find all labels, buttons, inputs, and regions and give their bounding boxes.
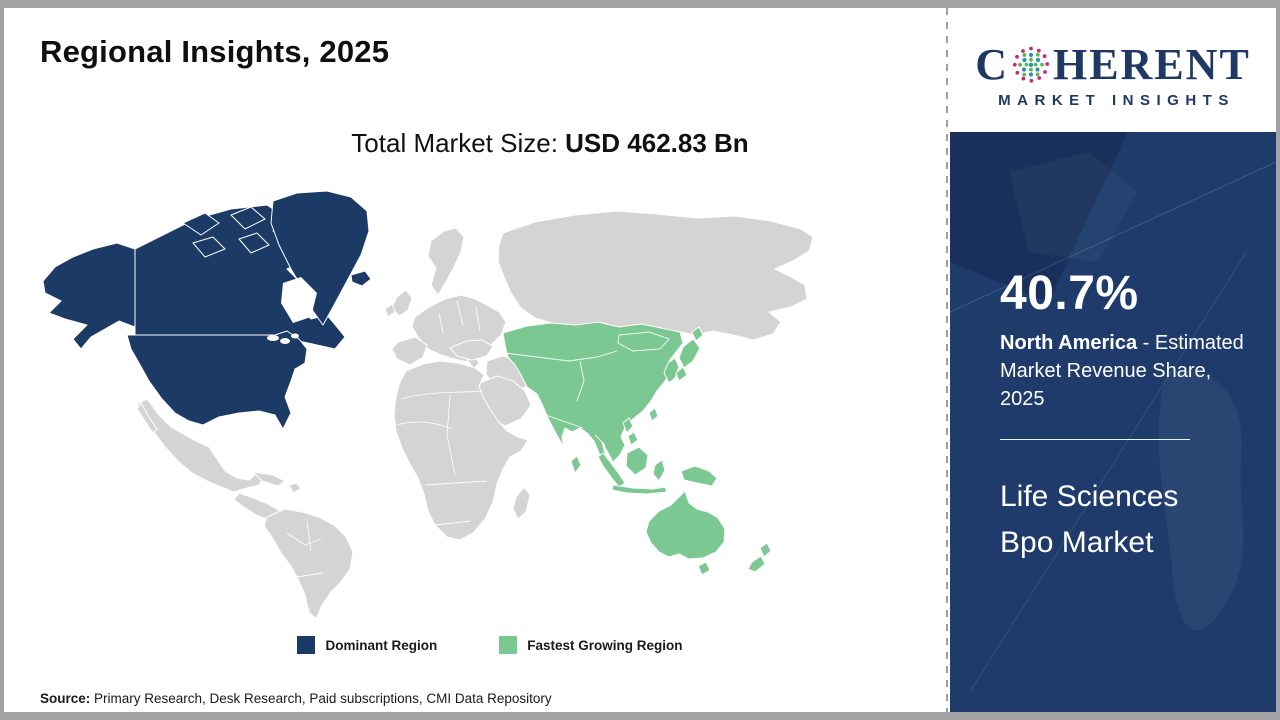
country-borders: [286, 300, 670, 578]
vertical-dashed-divider: [946, 8, 948, 712]
brand-letters-herent: HERENT: [1052, 40, 1251, 89]
market-share-description: North America - Estimated Market Revenue…: [1000, 329, 1248, 413]
dominant-region-label: Dominant Region: [325, 637, 438, 653]
market-size-label: Total Market Size:: [351, 128, 566, 158]
market-size-value: USD 462.83 Bn: [565, 128, 749, 158]
region-other-land: [136, 210, 814, 620]
stat-panel-content: 40.7% North America - Estimated Market R…: [950, 266, 1276, 566]
source-line: Source: Primary Research, Desk Research,…: [40, 691, 552, 706]
description-rest: - Estimated Market Revenue Share, 2025: [1000, 332, 1244, 410]
dotted-o-logo-icon: [1012, 46, 1050, 83]
sidebar: C: [950, 8, 1276, 712]
divider-line: [1000, 439, 1190, 440]
source-text: Primary Research, Desk Research, Paid su…: [90, 691, 552, 706]
market-share-percent: 40.7%: [1000, 267, 1139, 320]
region-north-america: [42, 190, 372, 430]
brand-wordmark: C: [975, 43, 1251, 87]
legend-item-fastest-growing: Fastest Growing Region: [499, 636, 683, 654]
stat-panel: 40.7% North America - Estimated Market R…: [950, 132, 1276, 712]
source-label: Source:: [40, 691, 91, 706]
world-map-svg: [42, 190, 814, 620]
content-area: Regional Insights, 2025 Total Market Siz…: [4, 8, 1276, 712]
fastest-growing-region-label: Fastest Growing Region: [527, 637, 683, 653]
world-map: [35, 185, 815, 620]
map-legend: Dominant Region Fastest Growing Region: [200, 636, 780, 654]
region-name: North America: [1000, 332, 1138, 354]
hudson-bay-and-lakes: [267, 277, 317, 344]
brand-logo: C: [950, 8, 1276, 138]
dominant-region-swatch: [297, 636, 316, 654]
brand-subtitle: MARKET INSIGHTS: [998, 92, 1235, 109]
brand-letter-c: C: [975, 40, 1009, 89]
legend-item-dominant: Dominant Region: [297, 636, 437, 654]
fastest-growing-region-swatch: [499, 636, 518, 654]
page-title: Regional Insights, 2025: [40, 34, 390, 69]
market-name: Life Sciences Bpo Market: [1000, 480, 1179, 559]
region-asia-pacific: [502, 321, 772, 576]
total-market-size: Total Market Size: USD 462.83 Bn: [160, 128, 940, 159]
panel-map-texture: [950, 132, 1276, 693]
